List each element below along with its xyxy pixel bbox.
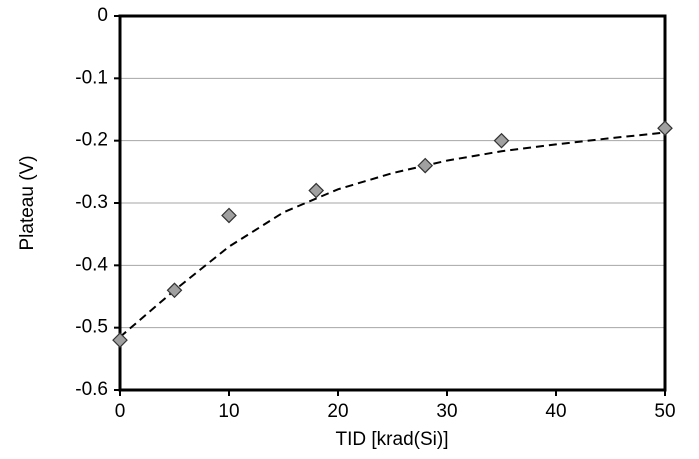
data-point (221, 207, 237, 224)
y-tick-label: -0.5 (75, 317, 108, 338)
y-axis-label: Plateau (V) (17, 155, 38, 250)
data-point (112, 332, 128, 348)
y-tick-label: -0.3 (75, 192, 108, 213)
y-tick-label: -0.2 (75, 130, 108, 151)
y-tick-label: -0.6 (75, 379, 108, 400)
y-tick-label: -0.4 (75, 254, 108, 275)
data-point (166, 282, 183, 299)
data-point (493, 132, 510, 149)
data-point (308, 182, 325, 199)
x-tick-label: 0 (115, 401, 126, 422)
y-tick-label: -0.1 (75, 67, 108, 88)
data-point (657, 120, 673, 137)
data-point (417, 157, 434, 174)
x-axis-label: TID [krad(Si)] (336, 429, 449, 450)
x-tick-label: 50 (654, 401, 675, 422)
x-tick-label: 40 (545, 401, 566, 422)
fit-line (119, 131, 666, 338)
x-tick-label: 10 (218, 401, 239, 422)
x-tick-label: 30 (436, 401, 457, 422)
x-tick-label: 20 (327, 401, 348, 422)
plot-frame (118, 14, 667, 392)
y-tick-label: 0 (97, 5, 108, 26)
